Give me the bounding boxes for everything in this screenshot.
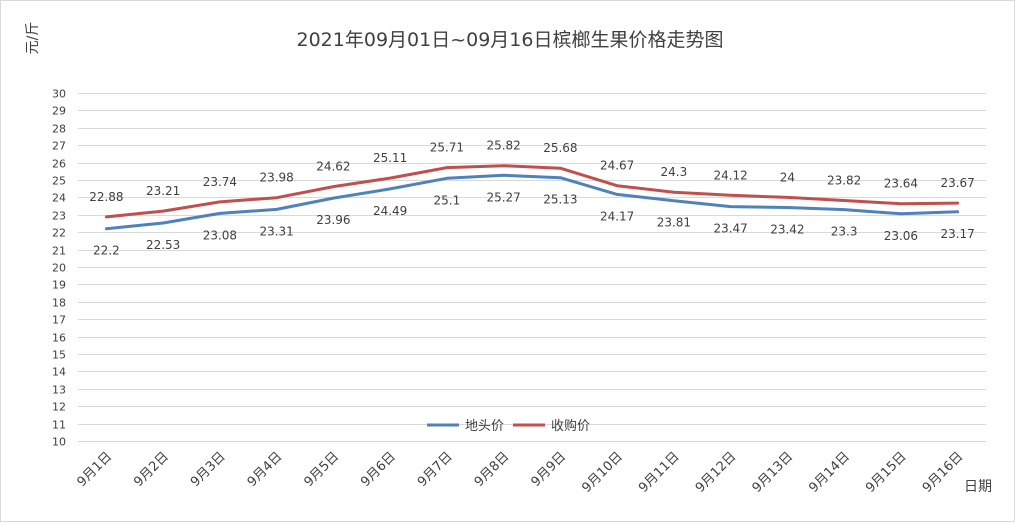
legend-label: 地头价 bbox=[465, 419, 504, 434]
data-label: 24.49 bbox=[373, 204, 407, 218]
data-label: 23.31 bbox=[259, 224, 293, 238]
grid-lines bbox=[78, 93, 986, 442]
data-label: 24 bbox=[780, 170, 795, 184]
data-labels: 22.2 22.53 23.08 23.31 23.96 24.49 25.1 25.27 25… bbox=[89, 139, 975, 258]
y-tick-label: 21 bbox=[52, 245, 66, 258]
data-label: 24.3 bbox=[661, 165, 688, 179]
data-label: 25.27 bbox=[486, 190, 520, 204]
y-tick-label: 15 bbox=[52, 349, 66, 362]
y-tick-label: 25 bbox=[52, 175, 66, 188]
data-label: 24.12 bbox=[713, 168, 747, 182]
data-label: 23.06 bbox=[884, 229, 918, 243]
data-label: 24.62 bbox=[316, 160, 350, 174]
y-tick-label: 23 bbox=[52, 210, 66, 223]
y-tick-label: 11 bbox=[52, 419, 66, 432]
data-label: 23.82 bbox=[827, 174, 861, 188]
data-label: 23.17 bbox=[940, 227, 974, 241]
data-label: 22.88 bbox=[89, 190, 123, 204]
data-label: 23.47 bbox=[713, 222, 747, 236]
y-tick-label: 16 bbox=[52, 332, 66, 345]
data-label: 25.71 bbox=[430, 141, 464, 155]
data-label: 24.67 bbox=[600, 159, 634, 173]
data-label: 23.3 bbox=[831, 225, 858, 239]
y-tick-label: 18 bbox=[52, 297, 66, 310]
y-tick-label: 14 bbox=[52, 366, 66, 379]
data-label: 25.82 bbox=[486, 139, 520, 153]
series-line-0 bbox=[104, 173, 960, 231]
y-tick-label: 24 bbox=[52, 192, 66, 205]
y-tick-label: 22 bbox=[52, 227, 66, 240]
x-axis-title: 日期 bbox=[964, 479, 992, 495]
series-lines bbox=[104, 164, 960, 231]
data-label: 23.21 bbox=[146, 184, 180, 198]
series-line-1 bbox=[104, 164, 960, 219]
chart-title: 2021年09月01日~09月16日槟榔生果价格走势图 bbox=[297, 29, 724, 51]
y-tick-label: 29 bbox=[52, 105, 66, 118]
data-label: 25.11 bbox=[373, 151, 407, 165]
data-label: 23.42 bbox=[770, 222, 804, 236]
data-label: 23.67 bbox=[940, 176, 974, 190]
y-tick-labels: 10 11 12 13 14 15 16 17 18 19 20 21 22 23 24 25 26 27 28 29… bbox=[52, 88, 66, 449]
y-axis-title: 元/斤 bbox=[25, 22, 41, 55]
data-label: 23.81 bbox=[657, 216, 691, 230]
data-label: 23.96 bbox=[316, 213, 350, 227]
data-label: 25.13 bbox=[543, 193, 577, 207]
data-label: 25.1 bbox=[434, 193, 461, 207]
y-tick-label: 10 bbox=[52, 436, 66, 449]
data-label: 23.74 bbox=[203, 175, 237, 189]
y-tick-label: 30 bbox=[52, 88, 66, 101]
data-label: 22.53 bbox=[146, 238, 180, 252]
y-tick-label: 26 bbox=[52, 158, 66, 171]
data-label: 23.08 bbox=[203, 228, 237, 242]
y-tick-label: 27 bbox=[52, 140, 66, 153]
data-label: 24.17 bbox=[600, 209, 634, 223]
data-label: 22.2 bbox=[93, 244, 120, 258]
y-tick-label: 19 bbox=[52, 279, 66, 292]
y-tick-label: 17 bbox=[52, 314, 66, 327]
data-label: 23.98 bbox=[259, 171, 293, 185]
data-label: 23.64 bbox=[884, 177, 918, 191]
y-tick-label: 12 bbox=[52, 401, 66, 414]
y-tick-label: 13 bbox=[52, 384, 66, 397]
legend-label: 收购价 bbox=[551, 418, 590, 434]
y-tick-label: 20 bbox=[52, 262, 66, 275]
y-tick-label: 28 bbox=[52, 123, 66, 136]
data-label: 25.68 bbox=[543, 141, 577, 155]
legend: 地头价 收购价 bbox=[427, 418, 590, 434]
